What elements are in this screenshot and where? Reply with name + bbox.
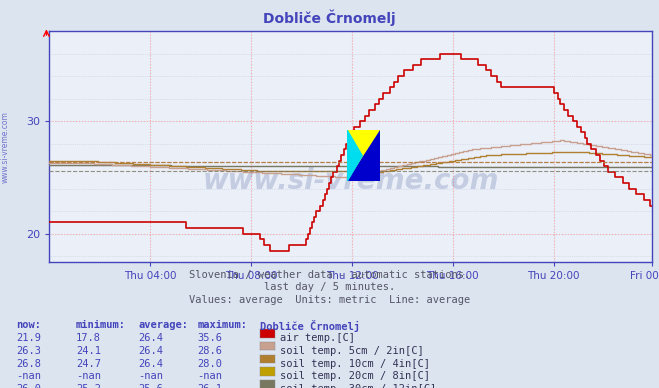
Text: 17.8: 17.8 xyxy=(76,333,101,343)
Text: 21.9: 21.9 xyxy=(16,333,42,343)
Text: average:: average: xyxy=(138,320,188,330)
Text: last day / 5 minutes.: last day / 5 minutes. xyxy=(264,282,395,293)
Text: Dobliče Črnomelj: Dobliče Črnomelj xyxy=(260,320,360,332)
Polygon shape xyxy=(347,130,380,181)
Text: Slovenia / weather data - automatic stations.: Slovenia / weather data - automatic stat… xyxy=(189,270,470,280)
Polygon shape xyxy=(347,130,380,181)
Text: 26.4: 26.4 xyxy=(138,359,163,369)
Text: 26.3: 26.3 xyxy=(16,346,42,356)
Text: soil temp. 30cm / 12in[C]: soil temp. 30cm / 12in[C] xyxy=(280,384,436,388)
Text: now:: now: xyxy=(16,320,42,330)
Text: 24.1: 24.1 xyxy=(76,346,101,356)
Polygon shape xyxy=(347,130,362,181)
Text: 25.6: 25.6 xyxy=(138,384,163,388)
Text: www.si-vreme.com: www.si-vreme.com xyxy=(1,111,10,184)
Text: 26.4: 26.4 xyxy=(138,333,163,343)
Text: www.si-vreme.com: www.si-vreme.com xyxy=(203,167,499,195)
Text: air temp.[C]: air temp.[C] xyxy=(280,333,355,343)
Text: 26.1: 26.1 xyxy=(198,384,223,388)
Text: -nan: -nan xyxy=(76,371,101,381)
Text: minimum:: minimum: xyxy=(76,320,126,330)
Text: 26.8: 26.8 xyxy=(16,359,42,369)
Text: 26.4: 26.4 xyxy=(138,346,163,356)
Text: -nan: -nan xyxy=(16,371,42,381)
Text: Values: average  Units: metric  Line: average: Values: average Units: metric Line: aver… xyxy=(189,295,470,305)
Text: 26.0: 26.0 xyxy=(16,384,42,388)
Text: soil temp. 10cm / 4in[C]: soil temp. 10cm / 4in[C] xyxy=(280,359,430,369)
Text: -nan: -nan xyxy=(138,371,163,381)
Text: 35.6: 35.6 xyxy=(198,333,223,343)
Text: 28.0: 28.0 xyxy=(198,359,223,369)
Text: 28.6: 28.6 xyxy=(198,346,223,356)
Text: -nan: -nan xyxy=(198,371,223,381)
Text: soil temp. 5cm / 2in[C]: soil temp. 5cm / 2in[C] xyxy=(280,346,424,356)
Text: Dobliče Črnomelj: Dobliče Črnomelj xyxy=(263,10,396,26)
Text: maximum:: maximum: xyxy=(198,320,248,330)
Text: soil temp. 20cm / 8in[C]: soil temp. 20cm / 8in[C] xyxy=(280,371,430,381)
Text: 25.2: 25.2 xyxy=(76,384,101,388)
Text: 24.7: 24.7 xyxy=(76,359,101,369)
